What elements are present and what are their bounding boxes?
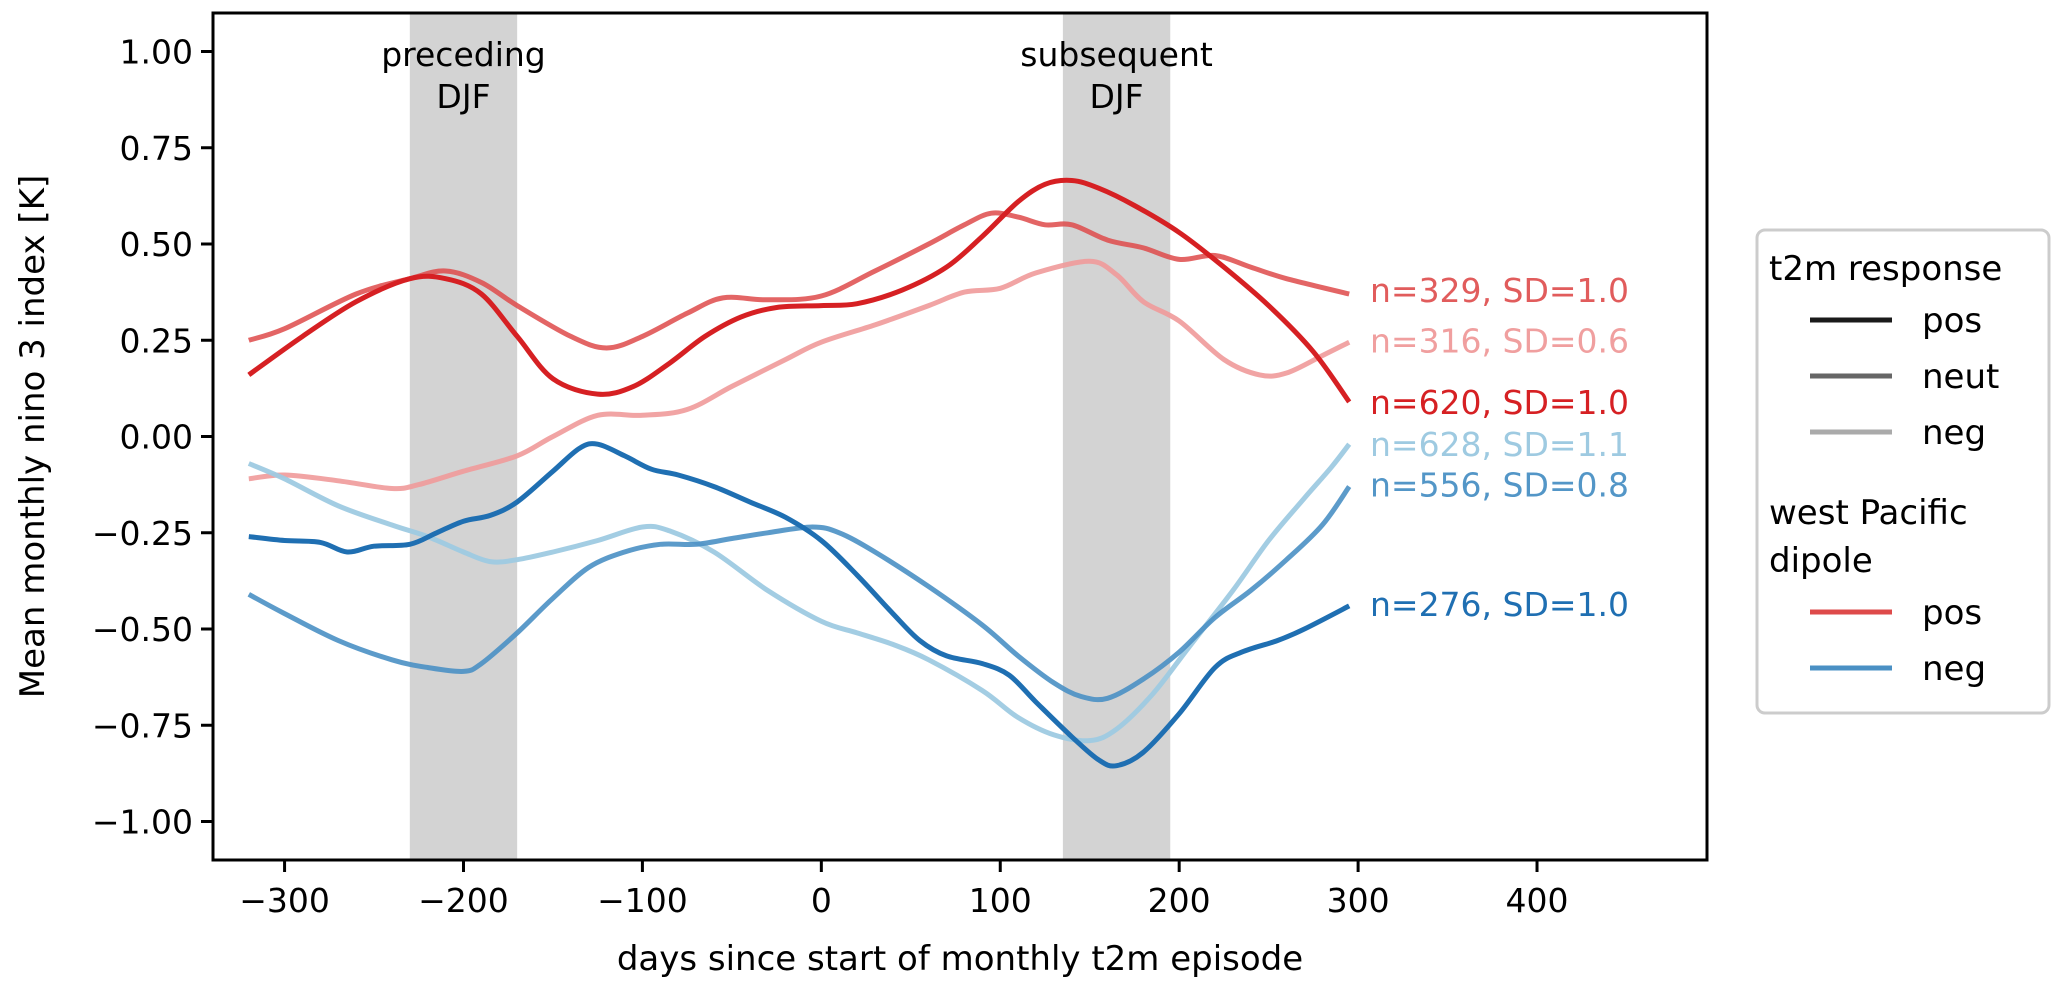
- legend-entry-pos: pos: [1922, 301, 1982, 341]
- series-label-neg-neut: n=556, SD=0.8: [1370, 466, 1629, 505]
- y-axis-label: Mean monthly nino 3 index [K]: [13, 175, 53, 698]
- y-tick-label: 1.00: [120, 33, 193, 72]
- y-tick-label: −1.00: [92, 803, 193, 842]
- y-tick-label: 0.25: [120, 321, 193, 360]
- x-tick-label: 200: [1148, 881, 1211, 920]
- legend-section-title: west Pacific: [1769, 493, 1968, 533]
- x-tick-label: 100: [969, 881, 1032, 920]
- x-tick-label: 300: [1327, 881, 1390, 920]
- x-tick-label: −200: [418, 881, 509, 920]
- djf-band-0: [409, 13, 518, 860]
- series-line-neg-neut: [247, 485, 1352, 703]
- series-line-pos-pos: [247, 177, 1352, 404]
- legend-entry-neut: neut: [1922, 357, 1999, 397]
- series-label-pos-pos: n=620, SD=1.0: [1370, 383, 1629, 422]
- y-tick-label: −0.25: [92, 514, 193, 553]
- series-label-neg-pos: n=276, SD=1.0: [1370, 585, 1629, 624]
- series-line-pos-neg: [248, 258, 1351, 492]
- x-tick-label: 400: [1506, 881, 1569, 920]
- legend-entry-pos: pos: [1922, 593, 1982, 633]
- y-tick-label: −0.75: [92, 706, 193, 745]
- legend-entry-neg: neg: [1922, 413, 1986, 453]
- band-label-line2-0: DJF: [436, 77, 490, 116]
- x-axis-ticks: −300 −200 −100 0 100 200 300 400: [239, 860, 1569, 920]
- x-tick-label: 0: [811, 881, 832, 920]
- band-label-line2-1: DJF: [1089, 77, 1143, 116]
- shaded-bands: [409, 13, 1171, 860]
- y-tick-label: 0.50: [120, 225, 193, 264]
- y-tick-label: 0.00: [120, 418, 193, 457]
- series-line-neg-pos: [248, 441, 1351, 769]
- series-label-neg-neg: n=628, SD=1.1: [1370, 425, 1629, 464]
- legend-box: [1755, 228, 2051, 715]
- band-label-line1-1: subsequent: [1020, 35, 1213, 74]
- y-axis-ticks: 1.00 0.75 0.50 0.25 0.00 −0.25 −0.50 −0.75 −1.00: [92, 33, 213, 842]
- legend: t2m response pos neut neg west Pacific dipole…: [1755, 228, 2051, 715]
- legend-entry-neg: neg: [1922, 649, 1986, 689]
- legend-section-title: t2m response: [1769, 249, 2002, 289]
- djf-band-1: [1062, 13, 1171, 860]
- y-tick-label: −0.50: [92, 610, 193, 649]
- legend-section-title: dipole: [1769, 541, 1873, 581]
- series-label-pos-neut: n=329, SD=1.0: [1370, 271, 1629, 310]
- x-tick-label: −100: [597, 881, 688, 920]
- series-label-pos-neg: n=316, SD=0.6: [1370, 321, 1629, 360]
- series-line-pos-neut: [247, 210, 1350, 351]
- x-axis-label: days since start of monthly t2m episode: [617, 939, 1303, 979]
- band-label-line1-0: preceding: [381, 35, 546, 74]
- y-tick-label: 0.75: [120, 129, 193, 168]
- series-lines: [247, 177, 1352, 769]
- x-tick-label: −300: [239, 881, 330, 920]
- series-labels: n=329, SD=1.0n=316, SD=0.6n=620, SD=1.0n…: [1370, 271, 1629, 624]
